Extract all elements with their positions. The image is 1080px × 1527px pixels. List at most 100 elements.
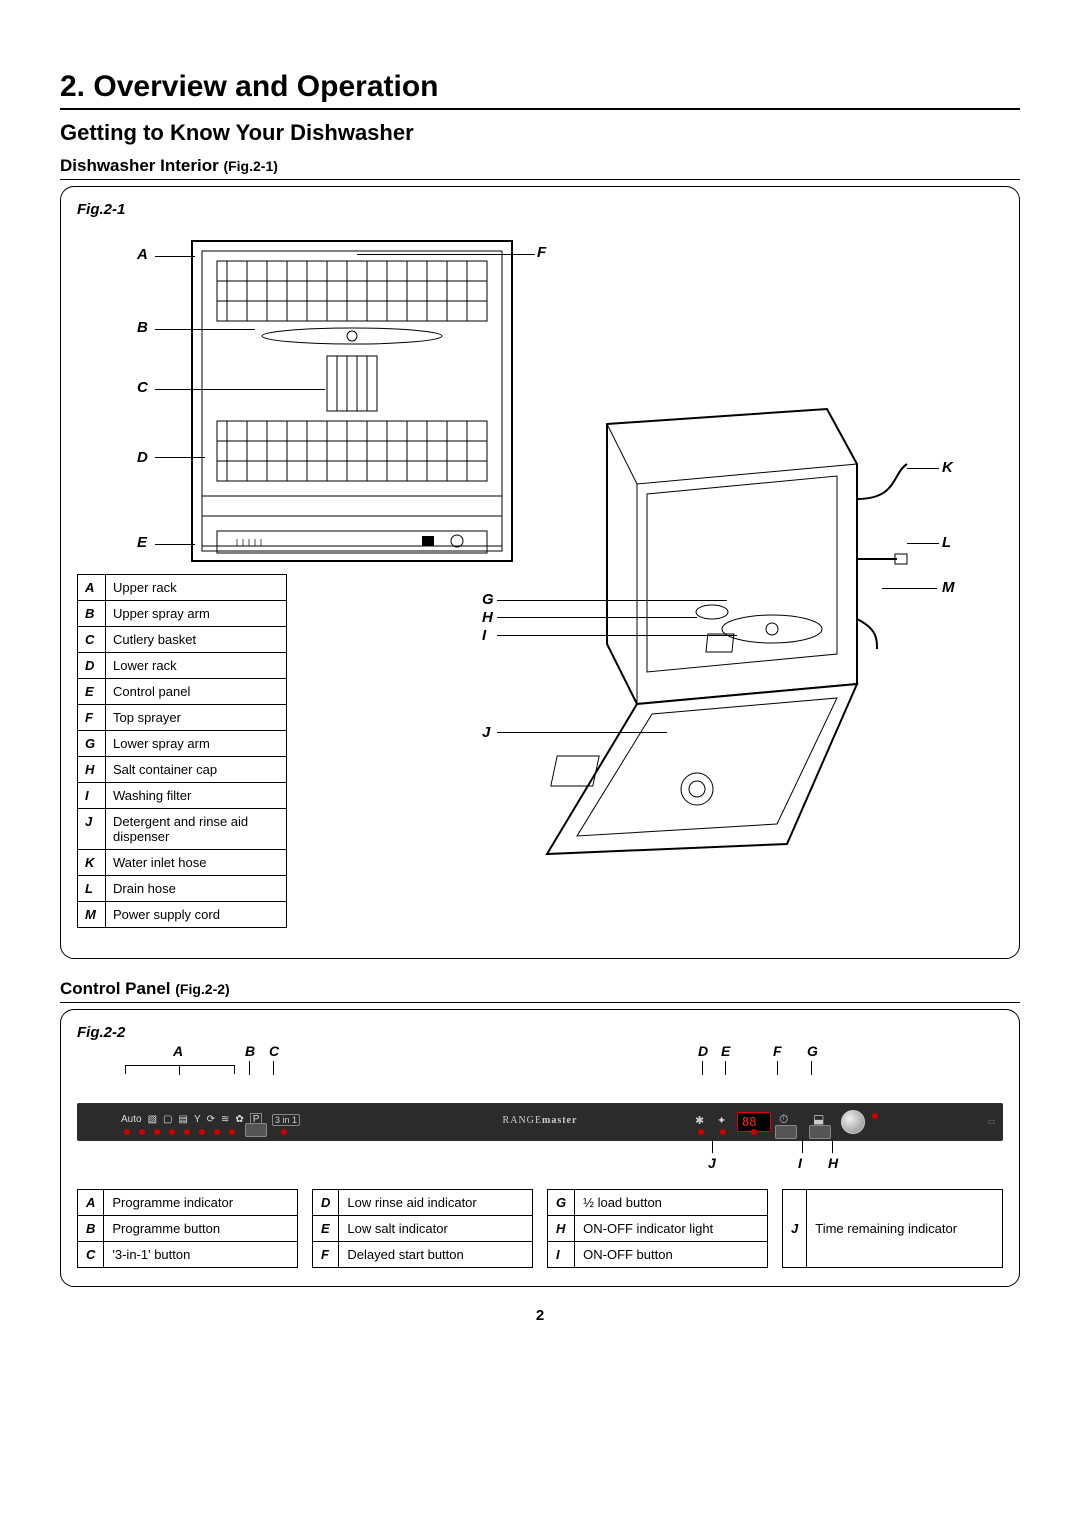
fig1-heading: Dishwasher Interior	[60, 156, 219, 175]
control-key: F	[313, 1242, 339, 1268]
model-tag: ▭	[987, 1117, 995, 1126]
control-table: J Time remaining indicator	[782, 1189, 1003, 1268]
callout-E: E	[721, 1043, 730, 1059]
delay-start-button	[775, 1125, 797, 1139]
table-row: C Cutlery basket	[78, 627, 287, 653]
control-key: G	[548, 1190, 575, 1216]
part-label: Washing filter	[106, 783, 287, 809]
callout-A: A	[137, 246, 148, 263]
control-key: A	[78, 1190, 104, 1216]
half-load-icon: ⬓	[813, 1112, 824, 1126]
callout-D: D	[137, 449, 148, 466]
control-label: Low salt indicator	[339, 1216, 533, 1242]
intensive-icon: ▧	[148, 1114, 157, 1125]
rinse-aid-icon: ✱	[695, 1114, 704, 1127]
part-key: M	[78, 902, 106, 928]
part-key: J	[78, 809, 106, 850]
on-off-knob	[841, 1110, 865, 1134]
part-label: Power supply cord	[106, 902, 287, 928]
fig2-label: Fig.2-2	[77, 1024, 125, 1041]
section-number: 2.	[60, 70, 85, 103]
dishwasher-front-illustration	[187, 236, 517, 576]
callout-K: K	[942, 459, 953, 476]
control-label: Programme button	[104, 1216, 298, 1242]
fig1-ref: (Fig.2-1)	[223, 158, 277, 174]
callout-J: J	[482, 724, 490, 741]
callout-A: A	[173, 1043, 183, 1059]
fig1-box: Fig.2-1	[60, 186, 1020, 959]
callout-leader	[832, 1139, 833, 1153]
glass-icon: Y	[194, 1114, 201, 1125]
programme-indicator-icons: Auto ▧ ▢ ▤ Y ⟳ ≋ ✿ P	[121, 1113, 262, 1126]
control-key: C	[78, 1242, 104, 1268]
section-heading: Overview and Operation	[93, 70, 438, 103]
table-row: B Programme button	[78, 1216, 298, 1242]
part-label: Detergent and rinse aid dispenser	[106, 809, 287, 850]
callout-bracket	[125, 1065, 235, 1073]
table-row: M Power supply cord	[78, 902, 287, 928]
callout-leader	[811, 1061, 812, 1075]
table-row: I Washing filter	[78, 783, 287, 809]
callout-B: B	[137, 319, 148, 336]
part-key: A	[78, 575, 106, 601]
callout-leader	[907, 543, 939, 544]
3in1-icon: 3 in 1	[272, 1114, 300, 1126]
callout-leader	[725, 1061, 726, 1075]
callout-M: M	[942, 579, 955, 596]
table-row: B Upper spray arm	[78, 601, 287, 627]
callout-I: I	[482, 627, 486, 644]
part-label: Cutlery basket	[106, 627, 287, 653]
fig2-ref: (Fig.2-2)	[175, 981, 229, 997]
callout-leader	[497, 617, 697, 618]
brand-text: RANGE	[503, 1115, 542, 1126]
callout-leader	[155, 256, 195, 257]
manual-page: 2. Overview and Operation Getting to Kno…	[0, 0, 1080, 1354]
normal-icon: ▢	[163, 1114, 172, 1125]
control-key: I	[548, 1242, 575, 1268]
table-row: J Detergent and rinse aid dispenser	[78, 809, 287, 850]
control-key: D	[313, 1190, 339, 1216]
section-subtitle: Getting to Know Your Dishwasher	[60, 120, 1020, 146]
callout-C: C	[269, 1043, 279, 1059]
callout-H: H	[482, 609, 493, 626]
callout-leader	[273, 1061, 274, 1075]
callout-leader	[497, 635, 737, 636]
half-load-button	[809, 1125, 831, 1139]
prewash-icon: ✿	[235, 1114, 243, 1125]
callout-leader	[802, 1139, 803, 1153]
callout-D: D	[698, 1043, 708, 1059]
table-row: A Upper rack	[78, 575, 287, 601]
callout-leader	[179, 1065, 180, 1075]
callout-G: G	[482, 591, 494, 608]
callout-leader	[155, 457, 205, 458]
control-key: J	[783, 1190, 807, 1268]
part-label: Salt container cap	[106, 757, 287, 783]
rinse-icon: ≋	[221, 1114, 229, 1125]
control-label: Low rinse aid indicator	[339, 1190, 533, 1216]
callout-leader	[497, 600, 727, 601]
brand-bold: master	[542, 1115, 577, 1126]
part-key: F	[78, 705, 106, 731]
control-key: E	[313, 1216, 339, 1242]
callout-leader	[702, 1061, 703, 1075]
part-key: K	[78, 850, 106, 876]
table-row: L Drain hose	[78, 876, 287, 902]
callout-leader	[357, 254, 535, 255]
table-row: D Low rinse aid indicator	[313, 1190, 533, 1216]
auto-icon: Auto	[121, 1114, 142, 1125]
callout-leader	[712, 1139, 713, 1153]
dishwasher-iso-illustration	[537, 404, 937, 864]
callout-G: G	[807, 1043, 818, 1059]
control-key: B	[78, 1216, 104, 1242]
on-off-indicator-light	[872, 1113, 878, 1119]
fig2-bottom-labels: JIH	[77, 1145, 1003, 1169]
table-row: D Lower rack	[78, 653, 287, 679]
control-table: A Programme indicatorB Programme buttonC…	[77, 1189, 298, 1268]
table-row: C '3-in-1' button	[78, 1242, 298, 1268]
control-label: ½ load button	[575, 1190, 768, 1216]
control-label: Delayed start button	[339, 1242, 533, 1268]
fig2-heading: Control Panel	[60, 979, 171, 998]
table-row: E Control panel	[78, 679, 287, 705]
control-label: '3-in-1' button	[104, 1242, 298, 1268]
control-table: D Low rinse aid indicatorE Low salt indi…	[312, 1189, 533, 1268]
